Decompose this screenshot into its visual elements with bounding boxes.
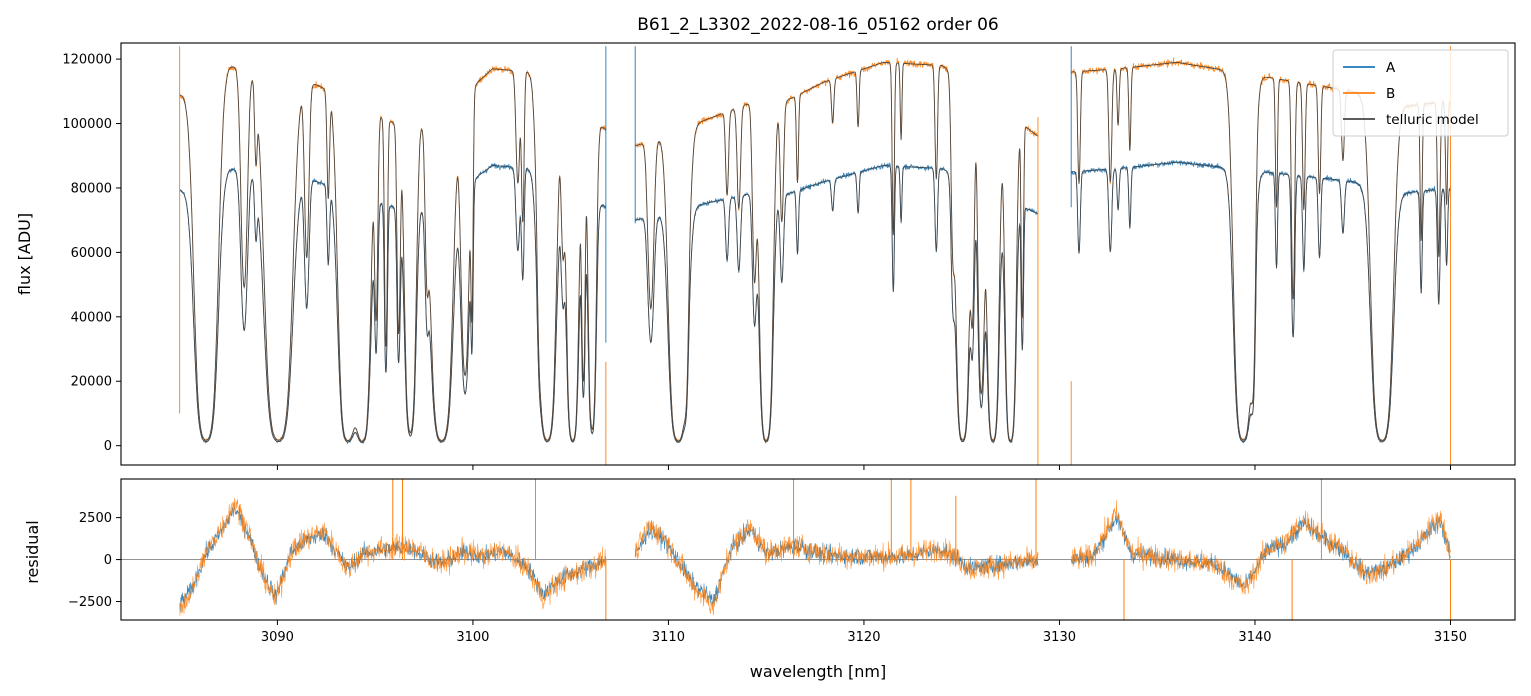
residual-panel-frame [120,478,1516,621]
residual-line-b-segment-3 [1070,500,1451,595]
y-tick-label: 120000 [62,53,112,68]
legend: A B telluric model [1332,49,1509,137]
flux-line-telluric-model-segment-1 [179,66,607,442]
flux-y-ticks: 0 20000 40000 60000 80000 100000 120000 [62,53,121,454]
flux-x-ticks [276,465,1451,470]
flux-line-a-segment-1 [179,163,607,445]
residual-y-ticks: −2500 0 2500 [68,511,121,610]
y-tick-label: 60000 [71,246,112,261]
residual-x-ticks: 3090 3100 3110 3120 3130 3140 3150 [261,620,1467,645]
y-tick-label: 0 [104,439,112,454]
x-tick-label: 3090 [261,630,294,645]
y-tick-label: 20000 [71,375,112,390]
residual-series-a [179,501,1451,612]
flux-panel-frame [120,42,1516,466]
y-tick-label: 100000 [62,117,112,132]
flux-line-telluric-model-a-segment-2 [635,164,1039,443]
x-tick-label: 3150 [1434,630,1467,645]
y-tick-label: 2500 [79,511,112,526]
flux-series-telluric-model [179,61,1451,443]
legend-label-telluric-model: telluric model [1386,112,1479,128]
flux-line-telluric-model-segment-3 [1071,61,1451,441]
y-tick-label: −2500 [68,595,112,610]
y-tick-label: 0 [104,553,112,568]
residual-line-a-segment-3 [1070,512,1451,589]
flux-line-b-segment-1 [179,65,607,444]
flux-plot-area [179,46,1451,465]
legend-entry-a: A [1343,60,1396,76]
residual-line-a-segment-2 [634,520,1039,607]
residual-line-b-segment-2 [634,519,1039,616]
residual-y-axis-label: residual [23,520,42,583]
flux-series-a [179,159,1451,445]
y-tick-label: 40000 [71,310,112,325]
legend-entry-b: B [1343,86,1395,102]
x-tick-label: 3140 [1238,630,1271,645]
legend-entry-telluric-model: telluric model [1343,112,1479,128]
legend-label-a: A [1386,60,1396,76]
flux-y-axis-label: flux [ADU] [15,213,34,295]
x-axis-label: wavelength [nm] [750,662,887,681]
x-tick-label: 3120 [847,630,880,645]
flux-panel: 0 20000 40000 60000 80000 100000 120000 flux [… [15,42,1516,470]
flux-line-telluric-model-a-segment-1 [179,164,607,443]
residual-series-b [179,497,1451,616]
y-tick-label: 80000 [71,181,112,196]
x-tick-label: 3100 [456,630,489,645]
x-tick-label: 3110 [652,630,685,645]
chart-title: B61_2_L3302_2022-08-16_05162 order 06 [637,15,999,35]
flux-line-telluric-model-a-segment-3 [1071,161,1451,443]
flux-line-telluric-model-segment-2 [634,61,1039,442]
x-tick-label: 3130 [1043,630,1076,645]
residual-plot-area [121,479,1515,620]
flux-series-b [179,57,1451,444]
legend-label-b: B [1386,86,1395,102]
